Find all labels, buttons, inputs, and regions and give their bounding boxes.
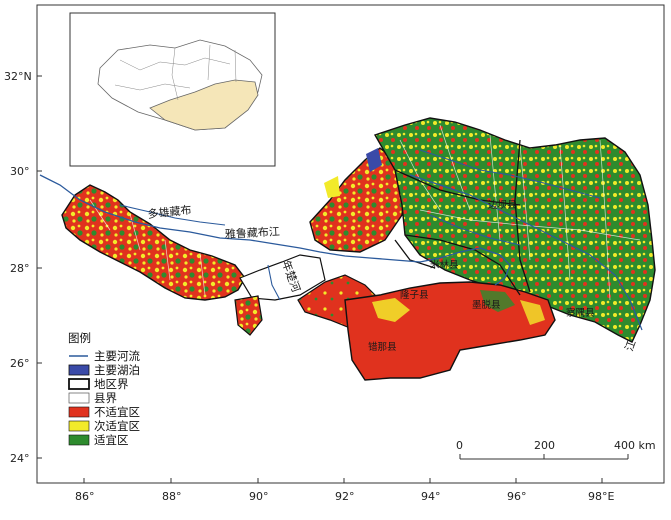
lat-label-24: 24°: [10, 452, 30, 465]
svg-text:主要河流: 主要河流: [94, 349, 140, 363]
lon-label-94: 94°: [421, 490, 441, 503]
lon-label-90: 90°: [249, 490, 269, 503]
svg-text:不适宜区: 不适宜区: [94, 405, 140, 419]
east-region: [373, 117, 656, 343]
river-label-yarlung: 雅鲁藏布江: [224, 224, 280, 241]
svg-text:适宜区: 适宜区: [94, 433, 129, 447]
place-label-cuona: 错那县: [368, 341, 397, 353]
legend: 图例 主要河流 主要湖泊 地区界 县界 不适宜区 次适宜区 适宜区: [68, 331, 140, 447]
lon-label-98: 98°E: [588, 490, 614, 503]
legend-item-river: 主要河流: [69, 349, 140, 363]
nianchu-valley: [239, 254, 326, 301]
river-nujiang: [409, 174, 643, 331]
scale-tick-0: 0: [456, 439, 463, 452]
place-label-milin: 米林县: [430, 259, 459, 271]
place-label-lhunze: 隆子县: [400, 289, 429, 301]
legend-title: 图例: [68, 331, 91, 345]
river-label-nujiang: 江: [623, 338, 639, 353]
rivers: [39, 149, 643, 331]
inset-study-area: [149, 79, 259, 131]
river-nianchu: [267, 264, 281, 301]
lon-label-86: 86°: [75, 490, 95, 503]
legend-item-sub-suitable: 次适宜区: [68, 419, 140, 433]
lat-label-30: 30°: [10, 165, 30, 178]
place-label-bianba: 边坝县: [488, 200, 517, 211]
svg-text:主要湖泊: 主要湖泊: [94, 363, 140, 377]
legend-item-county-boundary: 县界: [68, 391, 117, 405]
inset-map: [69, 12, 276, 167]
lat-label-26: 26°: [10, 357, 30, 370]
lake: [366, 148, 382, 172]
legend-item-unsuitable: 不适宜区: [68, 405, 140, 419]
river-duoxiong: [119, 204, 226, 226]
river-label-duoxiong: 多雄藏布: [147, 202, 192, 221]
scale-bar: 0 200 400 km: [456, 439, 656, 460]
legend-item-region-boundary: 地区界: [68, 377, 129, 391]
lat-label-32: 32°N: [4, 70, 32, 83]
svg-text:地区界: 地区界: [94, 377, 129, 391]
scale-tick-400: 400 km: [614, 439, 656, 452]
scale-tick-200: 200: [534, 439, 555, 452]
legend-item-suitable: 适宜区: [68, 433, 129, 447]
lat-label-28: 28°: [10, 262, 30, 275]
place-label-chayu: 察隅县: [566, 307, 595, 319]
lon-label-88: 88°: [162, 490, 182, 503]
legend-item-lake: 主要湖泊: [68, 363, 140, 377]
lon-label-92: 92°: [335, 490, 355, 503]
svg-text:次适宜区: 次适宜区: [94, 419, 140, 433]
lon-axis: 86° 88° 90° 92° 94° 96° 98°E: [75, 478, 614, 503]
river-yarlung: [39, 174, 511, 286]
study-region: [61, 117, 656, 381]
lon-label-96: 96°: [507, 490, 527, 503]
place-label-motuo: 墨脱县: [472, 299, 501, 311]
svg-text:县界: 县界: [94, 391, 117, 405]
lat-axis: 32°N 30° 28° 26° 24°: [4, 70, 42, 465]
